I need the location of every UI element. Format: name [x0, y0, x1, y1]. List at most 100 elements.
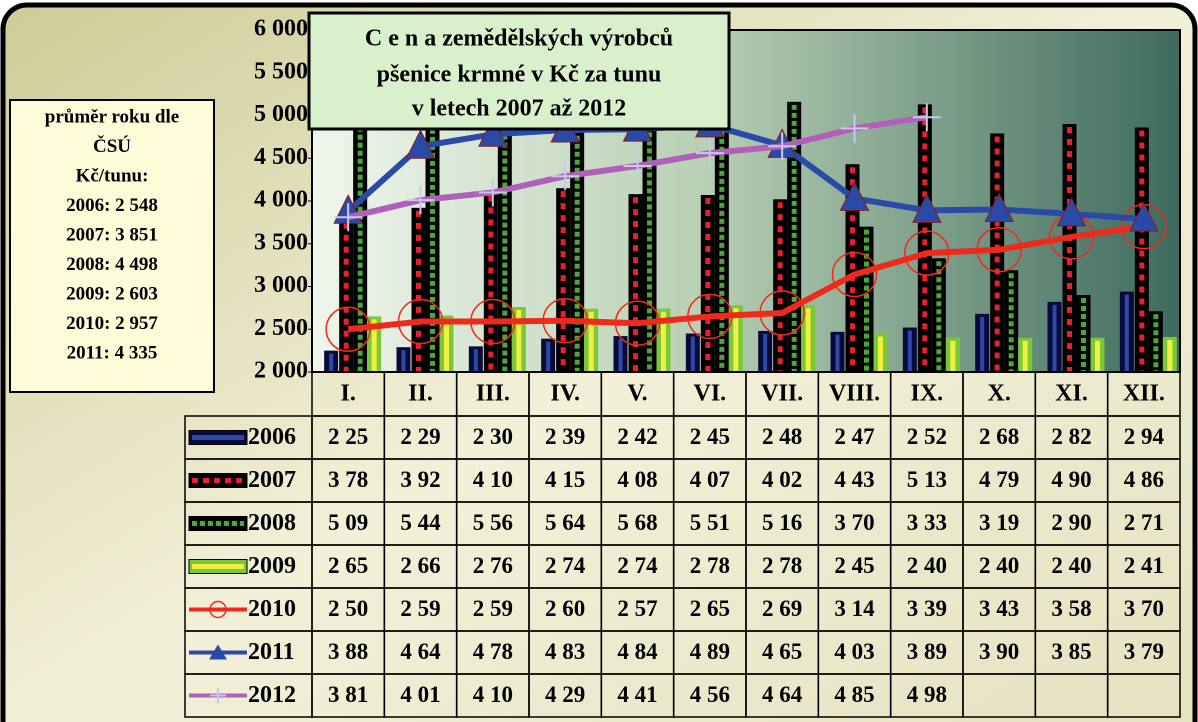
- bar: [728, 305, 743, 372]
- bar-body: [859, 226, 874, 372]
- marker: [325, 306, 371, 352]
- point: [614, 300, 661, 347]
- bar: [1134, 127, 1149, 372]
- data-label: 3 89: [907, 639, 947, 664]
- data-label: 4 84: [617, 639, 658, 664]
- data-label: 2 59: [400, 596, 440, 621]
- bar-body: [1004, 270, 1019, 372]
- data-label: 5 56: [473, 510, 513, 535]
- legend-marker: [209, 644, 227, 660]
- data-label: 4 86: [1124, 467, 1164, 492]
- point: [325, 306, 371, 352]
- point: [478, 178, 507, 207]
- data-label: 2 48: [762, 424, 802, 449]
- table-cell: [1106, 673, 1181, 718]
- bar: [1076, 295, 1091, 372]
- marker: [406, 186, 435, 215]
- bar: [556, 188, 571, 372]
- y-tick-label: 3 000: [254, 272, 308, 298]
- data-label: 2 40: [907, 553, 947, 578]
- data-label: 4 89: [690, 639, 730, 664]
- marker: [976, 226, 1022, 273]
- bar: [411, 207, 426, 372]
- bar: [830, 331, 845, 372]
- data-label: 2 57: [617, 596, 657, 621]
- data-label: 2 78: [762, 553, 802, 578]
- data-label: 4 10: [473, 682, 513, 707]
- legend-label: 2009: [248, 553, 296, 579]
- data-label: 2 45: [834, 553, 874, 578]
- data-label: 4 78: [473, 639, 513, 664]
- legend-key: [188, 430, 248, 445]
- data-label: 2 45: [690, 424, 730, 449]
- data-label: 3 43: [979, 596, 1019, 621]
- marker: [759, 290, 805, 336]
- bar: [975, 313, 990, 372]
- point: [984, 192, 1014, 223]
- marker: [542, 297, 588, 344]
- title-box: [307, 11, 731, 131]
- point: [912, 193, 942, 223]
- data-label: 3 81: [328, 682, 368, 707]
- legend-key: [189, 600, 247, 619]
- chart-title: v letech 2007 až 2012: [412, 96, 627, 122]
- side-note-line: 2009: 2 603: [66, 283, 158, 304]
- point: [687, 293, 733, 340]
- data-label: 5 09: [328, 510, 368, 535]
- point: [478, 117, 508, 147]
- bar: [1119, 291, 1134, 372]
- bar: [396, 347, 411, 372]
- bar: [1148, 311, 1163, 372]
- data-label: 2 59: [473, 596, 513, 621]
- bar-body: [773, 199, 788, 372]
- legend-key: [188, 559, 248, 574]
- legend-label: 2012: [248, 682, 296, 708]
- point: [904, 230, 950, 276]
- legend-key: [189, 687, 247, 704]
- marker: [478, 178, 507, 207]
- data-label: 4 07: [690, 467, 730, 492]
- data-label: 2 66: [400, 553, 440, 578]
- bar-body: [1134, 127, 1149, 372]
- point: [1129, 201, 1159, 232]
- data-label: 2 90: [1051, 510, 1091, 535]
- data-label: 3 19: [979, 510, 1019, 535]
- data-label: 3 88: [328, 639, 368, 664]
- side-note-line: 2007: 3 851: [66, 224, 158, 245]
- chart-title: C e n a zemědělských výrobců: [365, 26, 673, 52]
- legend-label: 2008: [248, 510, 296, 536]
- data-label: 2 82: [1051, 424, 1091, 449]
- point: [840, 114, 869, 143]
- bar: [628, 194, 643, 372]
- bar: [917, 104, 932, 372]
- data-label: 4 29: [545, 682, 585, 707]
- side-note-line: 2008: 4 498: [66, 254, 158, 275]
- point: [839, 181, 870, 211]
- x-tick-label: VII.: [761, 381, 803, 407]
- data-label: 3 14: [834, 596, 875, 621]
- data-label: 2 68: [979, 424, 1019, 449]
- marker: [551, 162, 580, 191]
- data-label: 4 79: [979, 467, 1019, 492]
- x-tick-label: XI.: [1055, 381, 1088, 407]
- bar: [859, 226, 874, 372]
- data-label: 4 56: [690, 682, 730, 707]
- side-note-box: [9, 99, 215, 393]
- data-label: 3 58: [1051, 596, 1091, 621]
- x-tick-label: X.: [987, 381, 1010, 407]
- data-label: 2 29: [400, 424, 440, 449]
- point: [334, 203, 363, 232]
- point: [768, 132, 797, 161]
- data-label: 2 94: [1124, 424, 1165, 449]
- data-label: 3 78: [328, 467, 368, 492]
- x-tick-label: VIII.: [829, 381, 880, 407]
- bar-body: [917, 104, 932, 372]
- marker: [912, 103, 941, 132]
- data-label: 5 44: [400, 510, 441, 535]
- data-label: 2 40: [979, 553, 1019, 578]
- x-tick-label: V.: [627, 381, 647, 407]
- bar: [801, 305, 816, 372]
- bar: [1162, 336, 1177, 372]
- data-label: 5 16: [762, 510, 802, 535]
- point: [542, 297, 588, 344]
